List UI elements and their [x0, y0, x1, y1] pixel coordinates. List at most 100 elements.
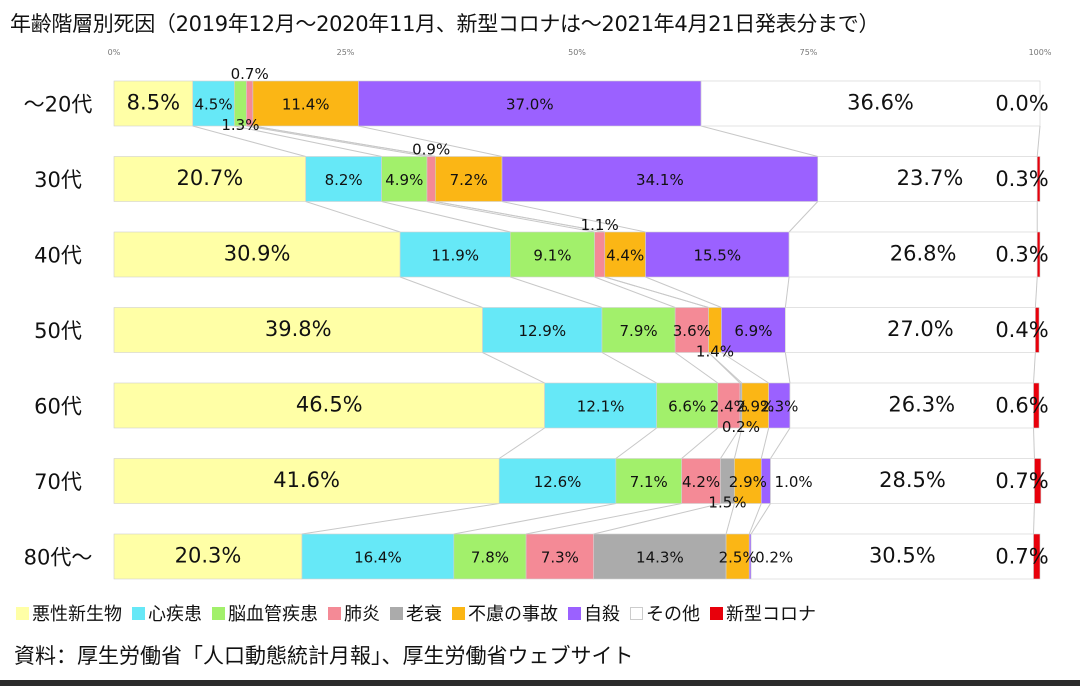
series-line: [601, 352, 657, 384]
bar-segment: [700, 80, 1041, 127]
legend-swatch: [710, 606, 723, 620]
bar-segment: [604, 231, 646, 278]
stacked-bar-chart: 0% 25% 50% 75% 100% ～20代 30代 40代 50代 60代 70代 80代～ 8.…: [24, 48, 1052, 580]
series-line: [192, 125, 306, 157]
legend-swatch: [212, 606, 225, 620]
data-label: 14.3%: [636, 549, 684, 567]
legend-item: 不慮の事故: [452, 600, 558, 626]
bar-segment: [113, 458, 500, 504]
series-line: [358, 125, 503, 157]
data-label: 1.3%: [221, 116, 259, 134]
series-line: [501, 201, 646, 233]
legend-label: 老衰: [406, 604, 442, 625]
series-line: [525, 503, 682, 535]
legend-label: 新型コロナ: [726, 604, 816, 625]
data-label: 26.3%: [888, 393, 955, 417]
data-label: 0.9%: [412, 141, 450, 159]
data-label: 0.3%: [995, 243, 1048, 267]
series-line: [246, 125, 428, 157]
bar-segment: [1033, 382, 1040, 429]
series-line: [435, 201, 605, 233]
legend-label: 脳血管疾患: [228, 604, 318, 625]
series-line: [498, 427, 545, 459]
series-line: [305, 201, 401, 233]
series-line: [788, 201, 819, 233]
data-label: 34.1%: [636, 171, 684, 189]
data-label: 8.2%: [325, 171, 363, 189]
bar-segment: [453, 533, 527, 580]
data-label: 12.1%: [577, 398, 625, 416]
category-label: 70代: [34, 470, 82, 494]
series-line: [760, 427, 770, 459]
data-label: 39.8%: [265, 317, 332, 341]
bar-segment: [1034, 458, 1042, 504]
bar-segment: [399, 231, 511, 278]
series-line: [453, 503, 616, 535]
legend-label: 悪性新生物: [32, 604, 122, 625]
data-label: 30.5%: [869, 544, 936, 568]
series-line: [615, 427, 657, 459]
data-label: 0.7%: [995, 469, 1048, 493]
bar-segment: [358, 80, 702, 127]
legend-swatch: [328, 606, 341, 620]
chart-title: 年齢階層別死因（2019年12月～2020年11月、新型コロナは～2021年4月…: [10, 12, 880, 36]
bar-segment: [510, 231, 595, 278]
bar-segment: [734, 458, 762, 504]
bar-segment: [601, 307, 676, 353]
data-label: 7.2%: [450, 171, 488, 189]
bar-segment: [750, 533, 1034, 580]
series-line: [234, 125, 382, 157]
legend-label: その他: [646, 604, 700, 625]
legend-item: 新型コロナ: [710, 600, 816, 626]
bar-segment: [785, 307, 1036, 353]
legend-item: その他: [630, 600, 700, 626]
data-label: 37.0%: [506, 96, 554, 114]
series-line: [593, 503, 721, 535]
data-label: 2.5%: [719, 549, 757, 567]
data-label: 7.8%: [471, 549, 509, 567]
bar-segment: [305, 156, 382, 202]
legend-swatch: [390, 606, 403, 620]
series-line: [674, 352, 719, 384]
legend-swatch: [630, 606, 643, 620]
category-label: 30代: [34, 168, 82, 192]
series-line: [482, 352, 545, 384]
bar-segment: [656, 382, 719, 429]
x-tick-label: 75%: [800, 48, 818, 57]
bar-segment: [1036, 156, 1041, 202]
bar-segment: [301, 533, 455, 580]
bar-segment: [113, 533, 303, 580]
data-label: 7.1%: [630, 473, 668, 491]
legend-swatch: [132, 606, 145, 620]
series-line: [1033, 427, 1035, 459]
bar-segment: [113, 231, 401, 278]
bar-segment: [593, 533, 727, 580]
category-label: 40代: [34, 244, 82, 268]
series-line: [708, 352, 743, 384]
series-line: [252, 125, 436, 157]
data-label: 0.0%: [995, 92, 1048, 116]
bar-segment: [789, 382, 1034, 429]
x-tick-label: 0%: [108, 48, 121, 57]
data-label: 16.4%: [354, 549, 402, 567]
series-line: [1033, 352, 1036, 384]
data-label: 11.4%: [282, 96, 330, 114]
bar-segment: [113, 156, 306, 202]
data-label: 41.6%: [273, 468, 340, 492]
data-label: 4.9%: [385, 171, 423, 189]
data-label: 20.7%: [176, 166, 243, 190]
x-tick-label: 100%: [1029, 48, 1052, 57]
data-label: 2.9%: [729, 473, 767, 491]
bar-segment: [426, 156, 436, 202]
series-line: [604, 276, 709, 308]
data-label: 7.3%: [541, 549, 579, 567]
series-line: [700, 125, 818, 157]
data-label: 20.3%: [175, 544, 242, 568]
bar-segment: [1036, 231, 1041, 278]
legend-label: 肺炎: [344, 604, 380, 625]
legend-item: 老衰: [390, 600, 442, 626]
x-tick-label: 25%: [337, 48, 355, 57]
series-line: [720, 427, 741, 459]
series-line: [426, 201, 595, 233]
series-line: [784, 352, 791, 384]
